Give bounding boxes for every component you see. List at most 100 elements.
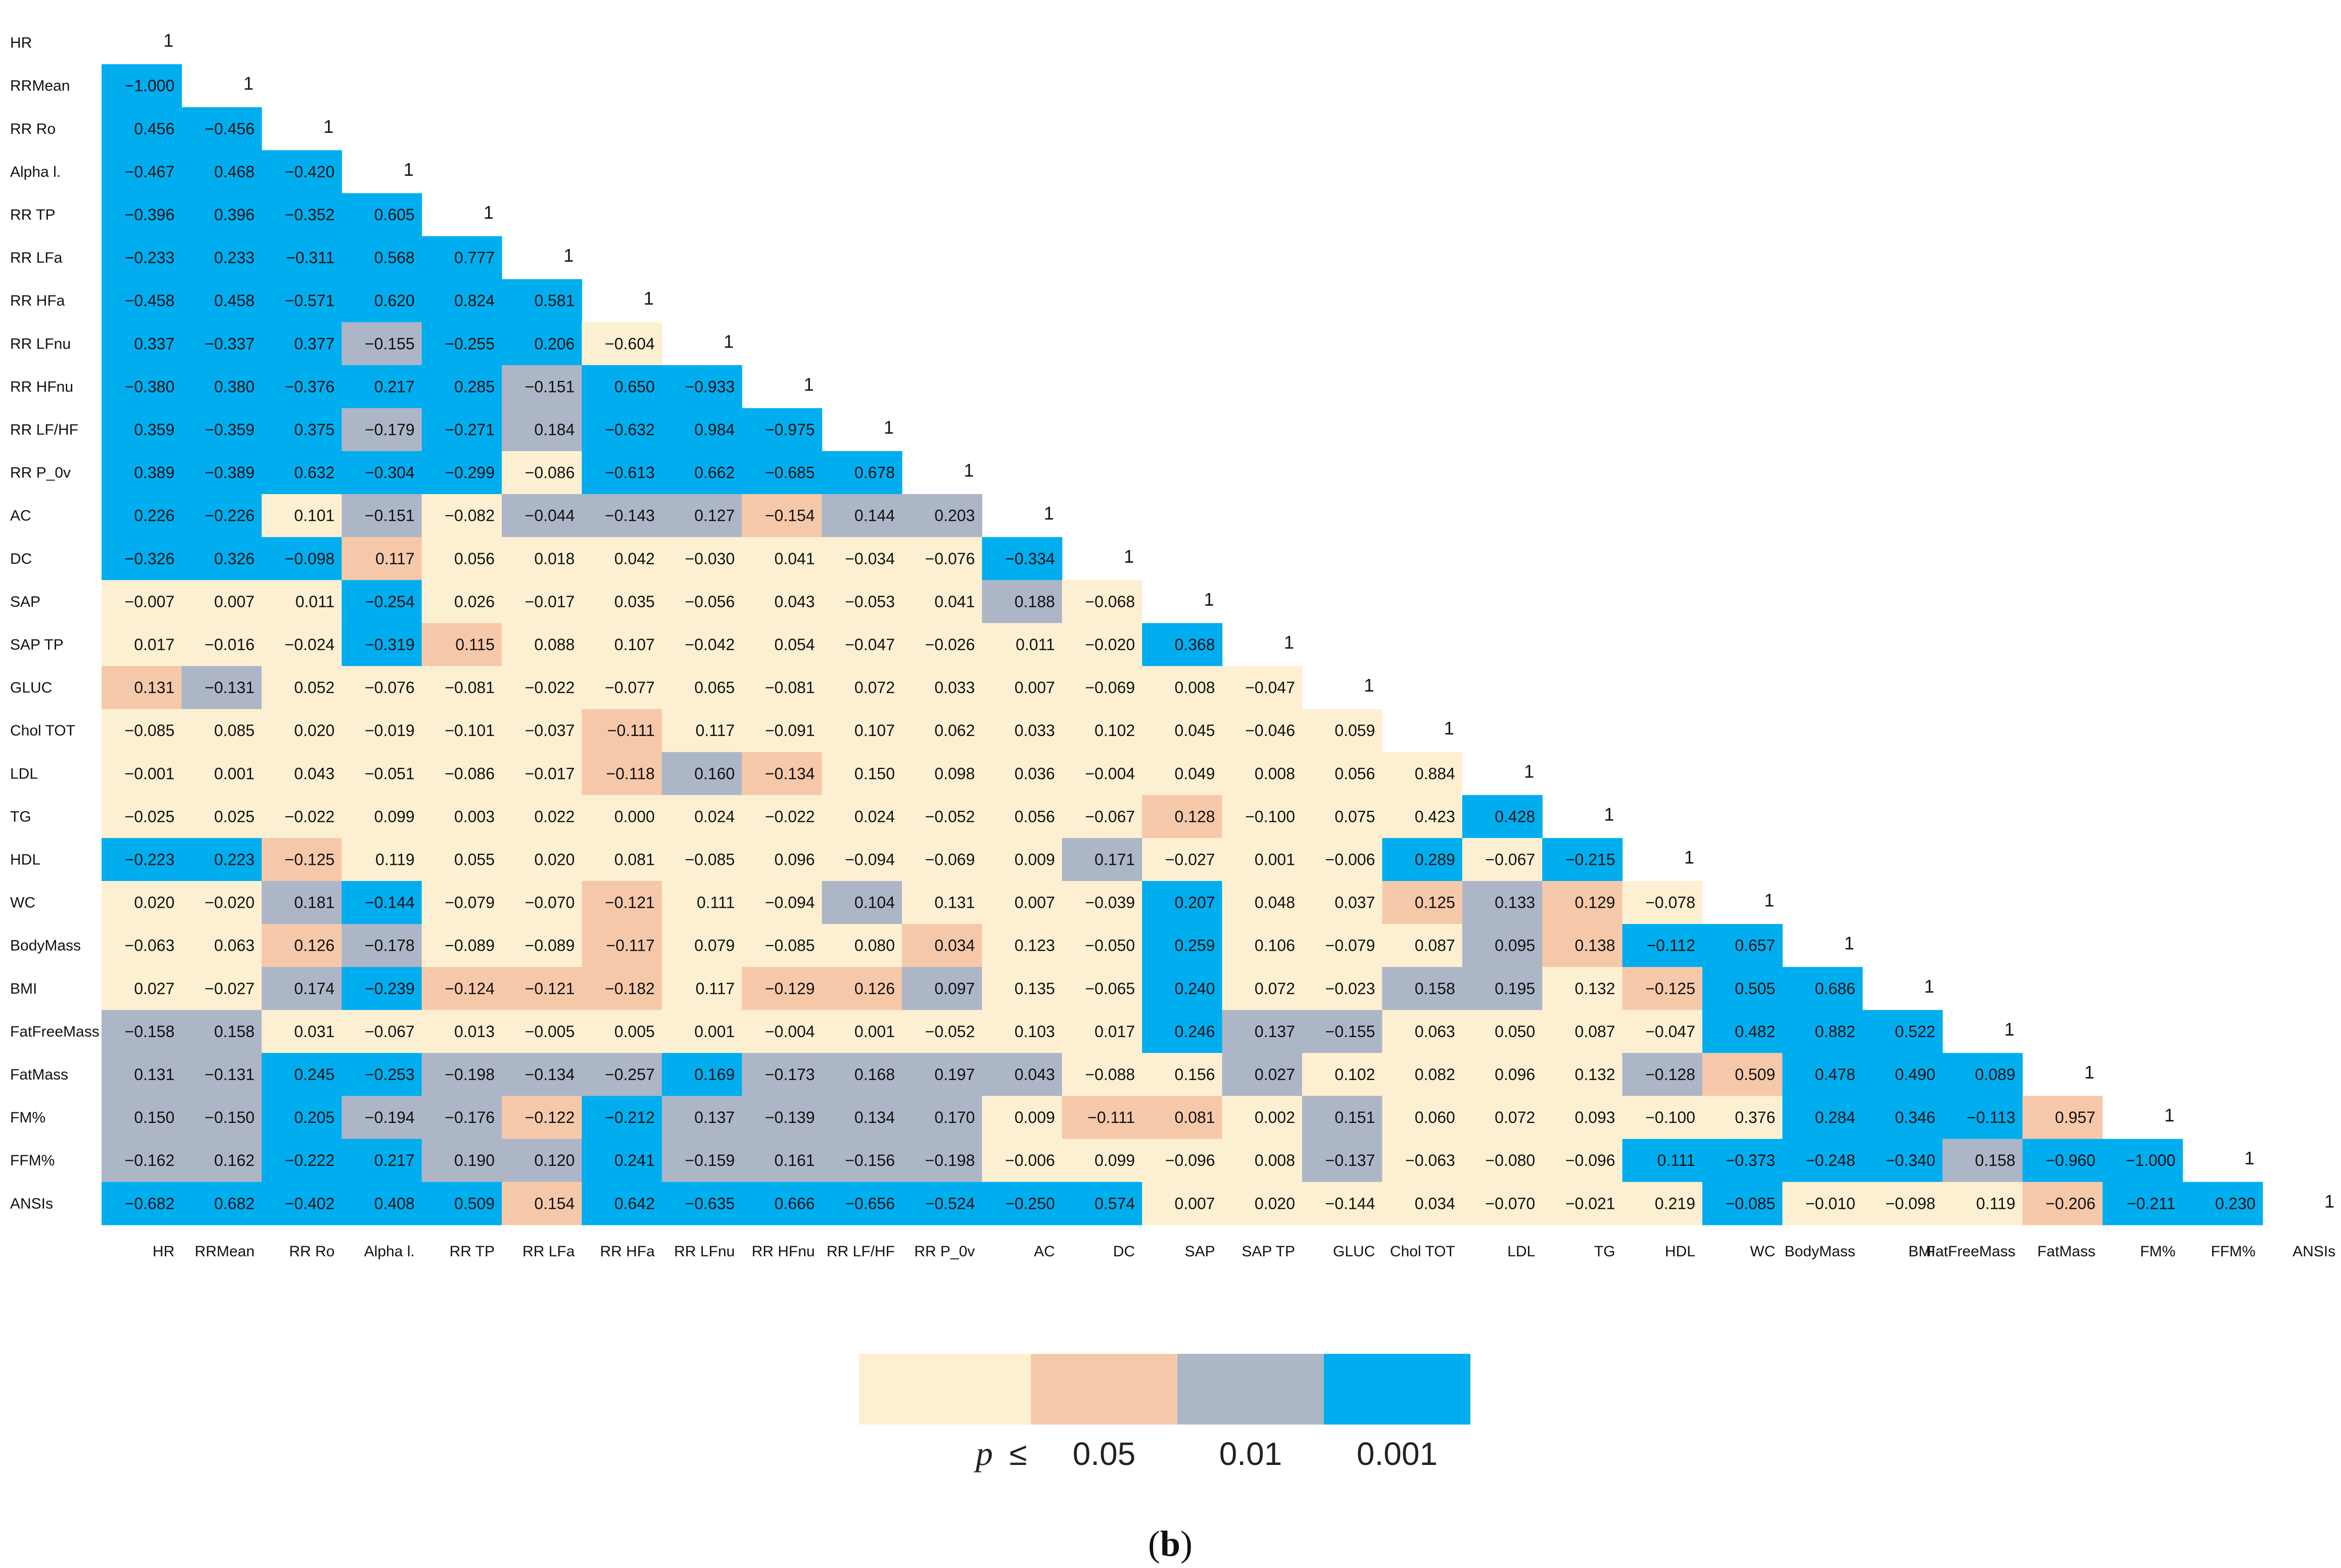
heatmap-cell — [582, 623, 662, 667]
cell-value: 0.662 — [694, 464, 735, 482]
cell-value: 0.020 — [534, 850, 575, 868]
cell-value: 0.226 — [134, 507, 174, 525]
heatmap-cell — [1062, 752, 1142, 796]
heatmap-cell — [261, 236, 342, 280]
heatmap-cell — [1062, 838, 1142, 881]
heatmap-cell — [1622, 1053, 1703, 1097]
heatmap-cell — [822, 623, 902, 667]
cell-value: 0.206 — [534, 334, 575, 353]
heatmap-cell — [181, 795, 262, 839]
heatmap-cell — [1702, 1139, 1783, 1183]
cell-value: −0.239 — [365, 979, 415, 998]
cell-value: 0.022 — [534, 807, 575, 825]
heatmap-cell — [261, 150, 342, 193]
cell-value: −0.226 — [205, 507, 255, 525]
heatmap-cell — [1942, 1182, 2023, 1226]
row-label: BodyMass — [10, 938, 81, 954]
cell-value: 0.033 — [934, 678, 975, 697]
cell-value: −0.010 — [1805, 1194, 1855, 1212]
heatmap-cell — [1382, 1010, 1463, 1053]
cell-value: −0.047 — [1245, 678, 1295, 697]
cell-value: 0.007 — [1175, 1194, 1215, 1212]
column-label: RR LFnu — [674, 1243, 735, 1260]
heatmap-cell — [742, 494, 823, 537]
row-label: Alpha l. — [10, 164, 61, 180]
heatmap-cell — [1142, 924, 1223, 967]
heatmap-cell — [181, 107, 262, 151]
diagonal-value: 1 — [724, 331, 734, 352]
heatmap-cell — [502, 1010, 582, 1053]
column-label: WC — [1750, 1243, 1775, 1260]
cell-value: −0.111 — [607, 721, 655, 740]
heatmap-cell — [261, 967, 342, 1010]
cell-value: 0.125 — [1415, 894, 1455, 912]
cell-value: 0.428 — [1495, 807, 1535, 825]
heatmap-cell — [902, 924, 982, 967]
heatmap-cell — [181, 537, 262, 580]
cell-value: −0.222 — [284, 1151, 335, 1169]
heatmap-cell — [102, 580, 182, 623]
heatmap-cell — [1782, 1139, 1863, 1183]
heatmap-cell — [1062, 580, 1142, 623]
cell-value: −0.101 — [445, 721, 495, 740]
heatmap-cell — [902, 967, 982, 1010]
heatmap-cell — [742, 451, 823, 495]
heatmap-cell — [102, 1010, 182, 1053]
cell-value: −0.162 — [125, 1151, 175, 1169]
cell-value: −0.100 — [1645, 1108, 1695, 1126]
cell-value: 0.161 — [775, 1151, 815, 1169]
cell-value: 0.008 — [1255, 764, 1295, 782]
cell-value: −0.121 — [525, 979, 575, 998]
heatmap-cell — [261, 537, 342, 580]
cell-value: −0.046 — [1245, 721, 1295, 740]
heatmap-cell — [661, 580, 742, 623]
legend-threshold-005: 0.05 — [1073, 1436, 1136, 1472]
heatmap-cell — [1462, 924, 1543, 967]
cell-value: 0.657 — [1735, 937, 1775, 955]
cell-value: −0.063 — [1405, 1151, 1455, 1169]
cell-value: 0.099 — [1094, 1151, 1135, 1169]
heatmap-cell — [261, 193, 342, 237]
heatmap-cell — [582, 408, 662, 452]
cell-value: −0.044 — [525, 507, 575, 525]
cell-value: −0.176 — [445, 1108, 495, 1126]
heatmap-cell — [822, 1182, 902, 1226]
heatmap-cell — [982, 709, 1063, 753]
heatmap-cell — [1062, 1096, 1142, 1140]
heatmap-cell — [1942, 1096, 2023, 1140]
heatmap-cell — [902, 623, 982, 667]
heatmap-cell — [1462, 1182, 1543, 1226]
heatmap-cell — [102, 236, 182, 280]
heatmap-cell — [421, 365, 502, 409]
cell-value: −0.211 — [2127, 1194, 2175, 1212]
cell-value: −0.004 — [765, 1022, 815, 1041]
heatmap-cell — [582, 924, 662, 967]
cell-value: −0.085 — [125, 721, 175, 740]
heatmap-cell — [742, 709, 823, 753]
heatmap-cell — [342, 1096, 422, 1140]
heatmap-cell — [902, 537, 982, 580]
cell-value: 0.678 — [854, 464, 895, 482]
heatmap-cell — [822, 451, 902, 495]
row-label: RR TP — [10, 207, 55, 223]
heatmap-cell — [1062, 1182, 1142, 1226]
cell-value: −0.006 — [1005, 1151, 1055, 1169]
cell-value: −0.255 — [445, 334, 495, 353]
heatmap-cell — [742, 1139, 823, 1183]
column-label: SAP TP — [1241, 1243, 1295, 1260]
cell-value: 0.117 — [375, 550, 415, 568]
heatmap-cell — [261, 365, 342, 409]
cell-value: −0.025 — [125, 807, 175, 825]
heatmap-cell — [102, 752, 182, 796]
heatmap-cell — [102, 967, 182, 1010]
heatmap-cell — [822, 1053, 902, 1097]
row-label: RR LFnu — [10, 335, 71, 352]
heatmap-cell — [1302, 1053, 1382, 1097]
heatmap-cell — [502, 623, 582, 667]
heatmap-cell — [1142, 967, 1223, 1010]
cell-value: −0.007 — [125, 593, 175, 611]
diagonal-value: 1 — [1284, 632, 1294, 653]
cell-value: 0.156 — [1175, 1065, 1215, 1084]
diagonal-value: 1 — [323, 116, 333, 137]
